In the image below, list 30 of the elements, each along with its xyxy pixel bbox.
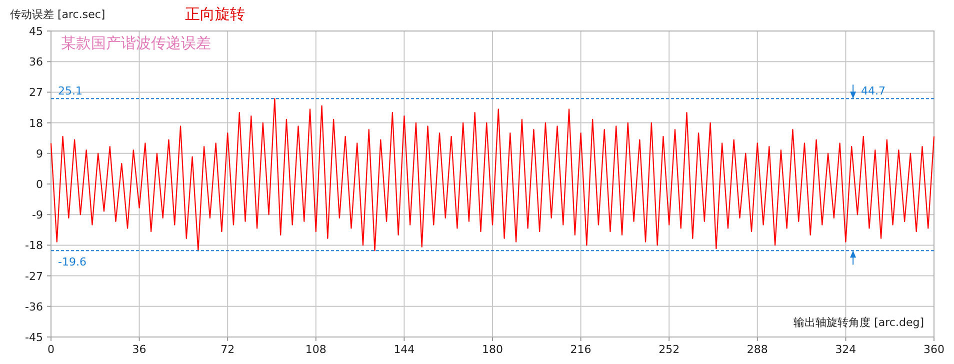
x-tick-label: 0 <box>48 343 54 356</box>
y-tick-label: 36 <box>29 56 43 69</box>
ref-line-label: -19.6 <box>58 256 86 269</box>
annotation: 44.7 <box>861 84 886 98</box>
y-tick-label: 27 <box>29 86 43 100</box>
x-tick-label: 360 <box>924 343 944 356</box>
chart-title: 正向旋转 <box>185 5 245 23</box>
x-tick-label: 180 <box>482 343 503 356</box>
x-tick-label: 324 <box>835 343 856 356</box>
x-tick-label: 36 <box>132 343 146 356</box>
x-tick-label: 288 <box>746 343 768 356</box>
line-series <box>50 98 935 252</box>
ref-line-label: 25.1 <box>58 84 82 98</box>
x-tick-label: 108 <box>305 343 326 356</box>
y-tick-label: -9 <box>32 208 43 222</box>
y-tick-label: -27 <box>25 270 43 283</box>
y-tick-label: 0 <box>36 178 43 191</box>
y-tick-label: 45 <box>29 25 43 38</box>
y-tick-label: 9 <box>36 147 43 160</box>
y-tick-label: -36 <box>25 300 43 314</box>
y-tick-label: -45 <box>25 331 43 344</box>
y-tick-label: 18 <box>29 116 43 130</box>
x-tick-label: 252 <box>658 343 680 356</box>
x-tick-label: 216 <box>570 343 592 356</box>
annotation: 某款国产谐波传递误差 <box>61 35 211 52</box>
y-tick-label: -18 <box>25 239 43 252</box>
y-axis-title: 传动误差 [arc.sec] <box>10 8 106 21</box>
x-tick-label: 72 <box>220 343 235 356</box>
x-axis-title: 输出轴旋转角度 [arc.deg] <box>794 316 924 329</box>
x-tick-label: 144 <box>394 343 415 356</box>
